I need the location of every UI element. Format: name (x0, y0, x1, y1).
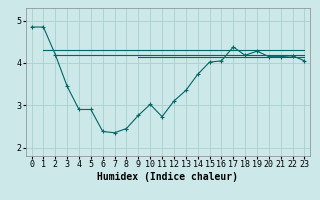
X-axis label: Humidex (Indice chaleur): Humidex (Indice chaleur) (98, 172, 238, 182)
